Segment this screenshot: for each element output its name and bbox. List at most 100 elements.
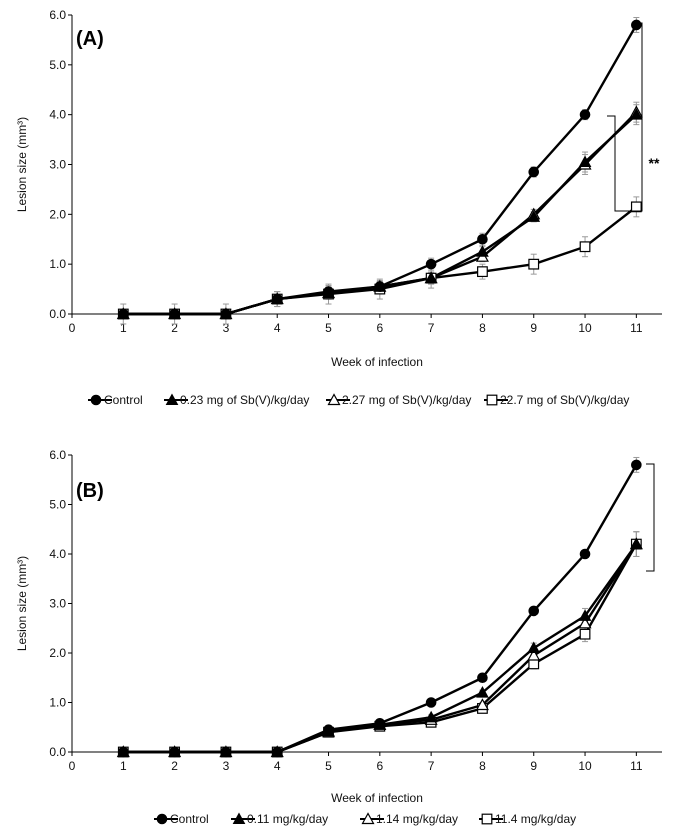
data-point (630, 108, 643, 120)
x-axis-label: Week of infection (331, 791, 423, 805)
data-point (631, 459, 642, 471)
data-point (476, 245, 489, 257)
legend-item: Control (154, 812, 209, 826)
data-point (579, 241, 591, 253)
data-point (271, 746, 283, 758)
y-tick-label: 2.0 (49, 207, 66, 221)
legend-label: 2.27 mg of Sb(V)/kg/day (342, 393, 471, 407)
x-tick-label: 7 (428, 759, 435, 773)
significance-bracket-inner (607, 115, 642, 212)
legend-label: 0.23 mg of Sb(V)/kg/day (180, 393, 309, 407)
data-point (220, 746, 232, 758)
data-point (475, 698, 489, 711)
x-tick-label: 1 (120, 759, 127, 773)
x-tick-label: 6 (376, 321, 383, 335)
data-point (374, 717, 386, 729)
x-tick-label: 6 (376, 759, 383, 773)
legend-label: Control (170, 812, 209, 826)
data-point (424, 271, 438, 284)
data-point (527, 641, 541, 654)
legend-marker (361, 812, 375, 825)
x-tick-label: 0 (69, 321, 76, 335)
y-tick-label: 0.0 (49, 307, 66, 321)
y-tick-label: 3.0 (49, 158, 66, 172)
y-tick-label: 5.0 (49, 498, 66, 512)
x-tick-label: 7 (428, 321, 435, 335)
legend-marker (327, 393, 341, 406)
legend-item: 0.23 mg of Sb(V)/kg/day (164, 393, 309, 407)
data-point (271, 293, 283, 305)
data-point (528, 258, 540, 270)
legend-label: 11.4 mg/kg/day (495, 812, 576, 826)
legend-item: Control (88, 393, 143, 407)
chart-panel-0: 0.0 1.0 2.0 3.0 4.0 5.0 6.0 0 1 2 3 4 5 6 7 8 9 10 11 Lesio… (15, 8, 662, 407)
data-point (476, 686, 489, 698)
x-axis-label: Week of infection (331, 355, 423, 369)
panel-label: (A) (76, 28, 104, 50)
legend-item: 11.4 mg/kg/day (479, 812, 576, 826)
y-axis-label: Lesion size (mm³) (15, 117, 29, 212)
y-tick-label: 2.0 (49, 646, 66, 660)
x-tick-label: 4 (274, 759, 281, 773)
data-point (527, 210, 541, 222)
x-tick-label: 3 (223, 321, 230, 335)
data-point (323, 286, 334, 297)
data-point (578, 609, 592, 621)
series-line (123, 24, 638, 316)
legend-item: 2.27 mg of Sb(V)/kg/day (326, 393, 471, 407)
significance-label: ** (649, 155, 660, 171)
data-point (579, 548, 591, 560)
legend-marker (232, 812, 246, 824)
x-tick-label: 8 (479, 759, 486, 773)
data-point (169, 308, 180, 320)
data-point (630, 201, 642, 213)
data-point (630, 537, 643, 550)
legend-item: 0.11 mg/kg/day (231, 812, 328, 826)
y-tick-label: 6.0 (49, 8, 66, 22)
data-point (528, 605, 540, 617)
y-tick-label: 0.0 (49, 745, 66, 759)
x-tick-label: 5 (325, 321, 332, 335)
x-tick-label: 5 (325, 759, 332, 773)
legend-label: Control (104, 393, 143, 407)
legend-marker (165, 393, 179, 405)
y-tick-label: 5.0 (49, 58, 66, 72)
x-tick-label: 9 (530, 759, 537, 773)
data-point (425, 258, 437, 270)
legend-label: 1.14 mg/kg/day (376, 812, 458, 826)
x-tick-label: 11 (630, 759, 643, 773)
data-point (220, 308, 232, 320)
x-tick-label: 10 (578, 321, 592, 335)
panel-label: (B) (76, 480, 104, 502)
data-point (424, 710, 438, 723)
x-tick-label: 10 (578, 759, 592, 773)
data-point (578, 616, 592, 629)
y-tick-label: 6.0 (49, 448, 66, 462)
legend-marker (481, 813, 493, 825)
x-tick-label: 11 (630, 321, 643, 335)
data-point (477, 266, 488, 278)
legend-marker (90, 394, 102, 406)
data-point (425, 697, 437, 708)
data-point (527, 648, 541, 661)
data-point (579, 109, 591, 120)
y-axis-label: Lesion size (mm³) (15, 556, 29, 651)
legend-label: 0.11 mg/kg/day (247, 812, 328, 826)
data-point (118, 308, 129, 320)
legend-marker (486, 394, 498, 406)
data-point (323, 724, 334, 736)
legend-marker (156, 813, 168, 825)
x-tick-label: 1 (120, 321, 127, 335)
y-tick-label: 4.0 (49, 547, 66, 561)
series-line (123, 464, 638, 754)
data-point (579, 628, 591, 640)
x-tick-label: 2 (171, 759, 178, 773)
x-tick-label: 9 (530, 321, 537, 335)
x-tick-label: 0 (69, 759, 76, 773)
data-point (477, 672, 488, 684)
data-point (631, 19, 642, 31)
x-tick-label: 8 (479, 321, 486, 335)
chart-panel-1: 0.0 1.0 2.0 3.0 4.0 5.0 6.0 0 1 2 3 4 5 6 7 8 9 10 11 Lesio… (15, 448, 662, 826)
data-point (118, 746, 129, 758)
